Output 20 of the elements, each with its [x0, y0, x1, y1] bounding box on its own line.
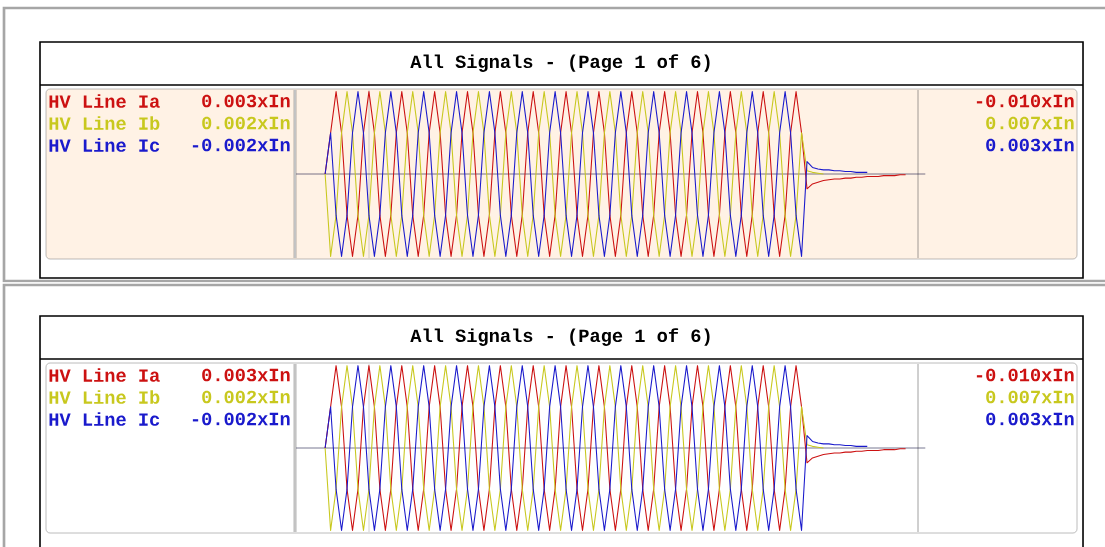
chart-title: All Signals - (Page 1 of 6): [410, 54, 710, 72]
text: -0.010xIn: [976, 368, 1074, 382]
text: 0.003xIn: [202, 94, 290, 108]
text: HV Line Ic: [49, 138, 160, 152]
text: 0.003xIn: [202, 368, 290, 382]
text: 0.003xIn: [986, 138, 1074, 152]
text: HV Line Ia: [49, 94, 160, 108]
chart-title: All Signals - (Page 1 of 6): [410, 328, 710, 346]
text: 0.003xIn: [986, 412, 1074, 426]
text: HV Line Ib: [49, 390, 160, 404]
text: HV Line Ib: [49, 116, 160, 130]
text: -0.002xIn: [192, 138, 290, 152]
text: 0.007xIn: [986, 390, 1074, 404]
text: 0.002xIn: [202, 116, 290, 130]
text: -0.002xIn: [192, 412, 290, 426]
text: 0.002xIn: [202, 390, 290, 404]
text: 0.007xIn: [986, 116, 1074, 130]
text: HV Line Ic: [49, 412, 160, 426]
text: -0.010xIn: [976, 94, 1074, 108]
text: HV Line Ia: [49, 368, 160, 382]
